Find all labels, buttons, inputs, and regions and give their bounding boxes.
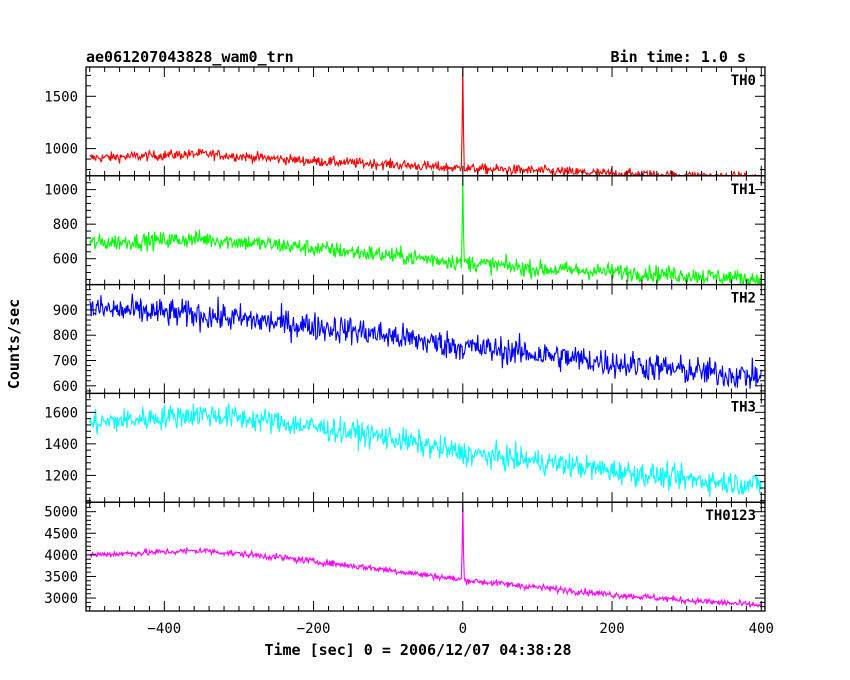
y-tick-label: 5000 [44, 505, 78, 521]
x-tick-label: 0 [459, 621, 467, 637]
panel-th2: TH2 600 700 800 900 [53, 283, 766, 395]
panel-label: TH0123 [705, 508, 756, 524]
panel-th1: TH1 600 800 1000 [44, 175, 766, 287]
y-tick-label: 800 [53, 328, 78, 344]
series-line-th0123 [89, 502, 762, 608]
y-tick-label: 3500 [44, 569, 78, 585]
x-axis-tick-labels: −400 −200 0 200 400 [147, 621, 773, 637]
series-line-th0 [89, 66, 762, 178]
y-tick-label: 600 [53, 379, 78, 395]
panel-th0123: TH0123 3000 3500 4000 4500 5000 [44, 501, 766, 612]
y-tick-label: 4000 [44, 548, 78, 564]
x-tick-label: 400 [749, 621, 774, 637]
y-tick-label: 700 [53, 354, 78, 370]
series-line-th1 [89, 175, 762, 287]
y-tick-label: 3000 [44, 591, 78, 607]
panel-label: TH3 [731, 399, 756, 415]
x-tick-label: 200 [599, 621, 624, 637]
panel-label: TH2 [731, 291, 756, 307]
y-tick-label: 800 [53, 217, 78, 233]
y-tick-label: 1000 [44, 183, 78, 199]
y-axis-label: Counts/sec [5, 299, 23, 389]
y-tick-label: 900 [53, 303, 78, 319]
series-line-th2 [89, 293, 762, 389]
y-tick-label: 1500 [44, 89, 78, 105]
panels-group: TH010001500TH16008001000TH2600700800900T… [44, 66, 774, 637]
y-tick-label: 600 [53, 252, 78, 268]
y-tick-label: 1200 [44, 468, 78, 484]
chart-title: ae061207043828_wam0_trn [86, 48, 294, 66]
panel-th3: TH3 1200 1400 1600 [44, 392, 766, 503]
y-tick-label: 1400 [44, 437, 78, 453]
panel-frame [85, 175, 766, 286]
y-tick-label: 1600 [44, 405, 78, 421]
panel-frame [85, 501, 766, 612]
y-tick-label: 4500 [44, 526, 78, 542]
panel-th0: TH0 1000 1500 [44, 66, 766, 178]
x-axis-label: Time [sec] 0 = 2006/12/07 04:38:28 [264, 641, 571, 659]
panel-frame [85, 66, 766, 177]
panel-label: TH0 [731, 73, 756, 89]
x-tick-label: −200 [297, 621, 331, 637]
x-tick-label: −400 [147, 621, 181, 637]
y-tick-label: 1000 [44, 142, 78, 158]
panel-label: TH1 [731, 182, 756, 198]
bin-time-label: Bin time: 1.0 s [611, 48, 746, 66]
series-line-th3 [89, 403, 762, 498]
